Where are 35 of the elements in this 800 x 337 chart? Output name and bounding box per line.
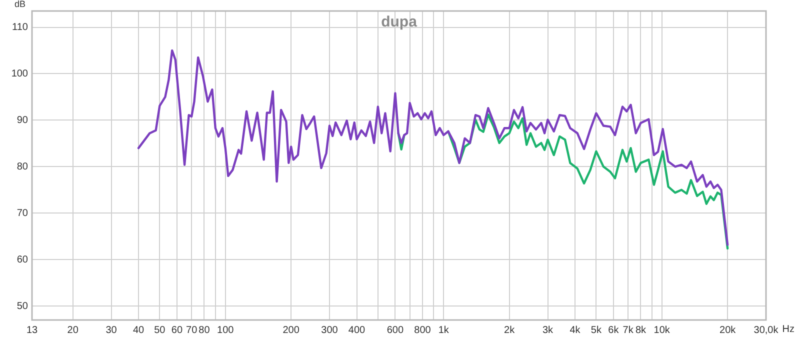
x-tick-label: 800	[414, 324, 432, 336]
x-tick-label: 5k	[590, 324, 602, 336]
y-tick-label: 50	[16, 300, 28, 312]
x-tick-label: 80	[198, 324, 210, 336]
x-tick-label: 7k	[622, 324, 634, 336]
x-tick-label: 6k	[608, 324, 620, 336]
x-tick-label: 200	[282, 324, 300, 336]
x-tick-label: 20k	[720, 324, 737, 336]
x-tick-label: 30,0k	[754, 324, 780, 336]
y-tick-label: 80	[16, 161, 28, 172]
y-axis-title: dB	[14, 0, 26, 9]
x-tick-label: 20	[67, 324, 79, 336]
x-tick-label: 300	[321, 324, 338, 336]
x-tick-label: 100	[217, 324, 234, 336]
x-tick-label: 2k	[504, 324, 516, 336]
x-tick-label: 30	[106, 324, 118, 336]
chart-title: dupa	[381, 14, 418, 31]
x-tick-label: 1k	[438, 324, 450, 336]
y-tick-label: 70	[16, 208, 28, 219]
x-tick-label: 70	[186, 324, 198, 336]
x-tick-label: 10k	[654, 324, 671, 336]
x-tick-label: 13	[26, 324, 38, 336]
y-tick-label: 110	[12, 22, 28, 34]
y-tick-label: 90	[16, 114, 28, 126]
x-tick-label: 3k	[542, 324, 554, 336]
x-tick-label: 400	[348, 324, 366, 336]
x-axis-title: Hz	[782, 324, 794, 335]
x-tick-label: 4k	[570, 324, 582, 336]
x-tick-label: 8k	[635, 324, 647, 336]
x-tick-label: 50	[154, 324, 166, 336]
x-tick-label: 600	[386, 324, 404, 336]
y-tick-label: 60	[16, 254, 28, 266]
y-tick-label: 100	[11, 68, 28, 80]
x-tick-label: 60	[171, 324, 183, 336]
x-tick-label: 40	[132, 324, 145, 336]
